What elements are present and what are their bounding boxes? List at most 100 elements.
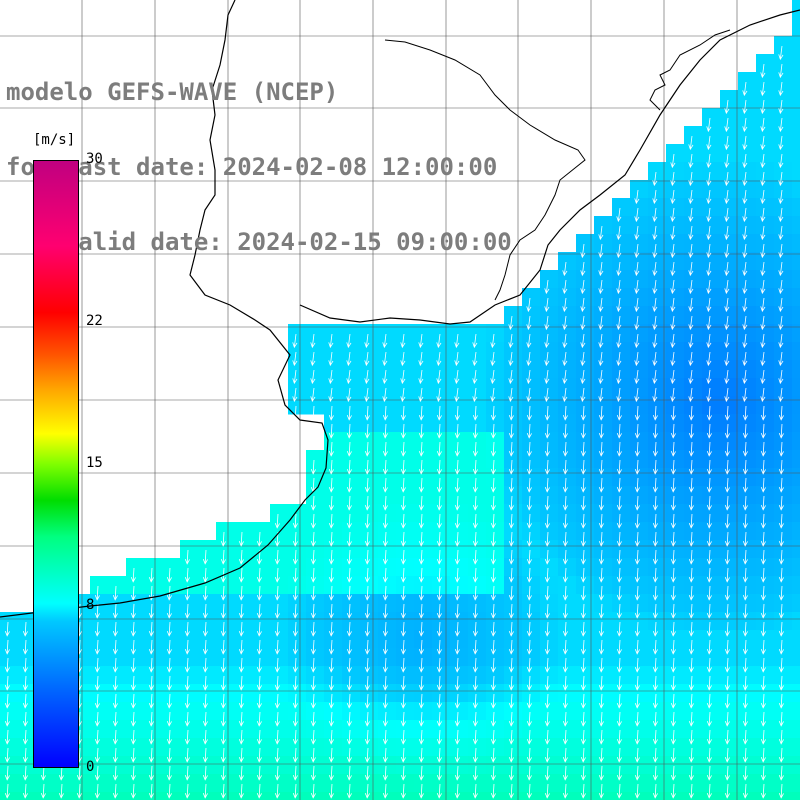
wind-arrow (166, 567, 172, 583)
field-cell (702, 684, 721, 703)
field-cell (504, 792, 523, 800)
field-cell (576, 378, 595, 397)
wind-arrow (778, 585, 784, 601)
wind-arrow (598, 369, 604, 385)
field-cell (414, 738, 433, 757)
wind-arrow (616, 783, 622, 799)
wind-arrow (382, 351, 388, 367)
wind-arrow (94, 603, 100, 619)
wind-arrow (346, 441, 352, 457)
field-cell (612, 198, 631, 217)
field-cell (180, 774, 199, 793)
wind-arrow (472, 441, 478, 457)
field-cell (612, 612, 631, 631)
field-cell (774, 234, 793, 253)
field-cell (684, 270, 703, 289)
wind-arrow (454, 603, 460, 619)
field-cell (792, 666, 800, 685)
wind-arrow (238, 603, 244, 619)
field-cell (540, 468, 559, 487)
field-cell (126, 558, 145, 577)
wind-arrow (508, 459, 514, 475)
wind-arrow (346, 531, 352, 547)
wind-arrow (130, 603, 136, 619)
field-cell (216, 630, 235, 649)
wind-arrow (760, 243, 766, 259)
wind-arrow (454, 477, 460, 493)
wind-arrow (760, 765, 766, 781)
wind-arrow (310, 369, 316, 385)
field-cell (252, 576, 271, 595)
wind-arrow (580, 441, 586, 457)
field-cell (702, 252, 721, 271)
field-cell (684, 180, 703, 199)
field-cell (126, 774, 145, 793)
field-cell (720, 108, 739, 127)
wind-arrow (526, 711, 532, 727)
field-cell (774, 450, 793, 469)
wind-arrow (148, 567, 154, 583)
wind-arrow (310, 639, 316, 655)
wind-arrow (544, 549, 550, 565)
field-cell (234, 774, 253, 793)
field-cell (774, 648, 793, 667)
wind-arrow (778, 45, 784, 61)
wind-arrow (724, 693, 730, 709)
wind-arrow (634, 765, 640, 781)
field-cell (666, 576, 685, 595)
wind-arrow (724, 675, 730, 691)
field-cell (774, 144, 793, 163)
field-cell (18, 612, 37, 631)
wind-arrow (742, 441, 748, 457)
field-cell (522, 648, 541, 667)
wind-arrow (382, 747, 388, 763)
wind-arrow (94, 585, 100, 601)
wind-arrow (490, 711, 496, 727)
wind-arrow (652, 297, 658, 313)
field-cell (756, 702, 775, 721)
field-cell (360, 486, 379, 505)
field-cell (216, 522, 235, 541)
colorbar-label-22: 22 (86, 313, 103, 330)
wind-arrow (652, 477, 658, 493)
field-cell (702, 108, 721, 127)
wind-arrow (652, 639, 658, 655)
wind-arrow (130, 621, 136, 637)
wind-arrow (508, 765, 514, 781)
wind-arrow (724, 405, 730, 421)
wind-arrow (472, 567, 478, 583)
wind-arrow (292, 711, 298, 727)
wind-arrow (760, 513, 766, 529)
field-cell (342, 756, 361, 775)
field-cell (378, 720, 397, 739)
wind-arrow (760, 711, 766, 727)
field-cell (630, 324, 649, 343)
wind-arrow (436, 585, 442, 601)
field-cell (216, 738, 235, 757)
field-cell (702, 234, 721, 253)
field-cell (702, 180, 721, 199)
wind-arrow (706, 477, 712, 493)
field-cell (144, 666, 163, 685)
field-cell (720, 180, 739, 199)
field-cell (396, 486, 415, 505)
field-cell (684, 360, 703, 379)
field-cell (594, 576, 613, 595)
wind-arrow (526, 567, 532, 583)
field-cell (738, 720, 757, 739)
wind-arrow (760, 369, 766, 385)
wind-arrow (760, 639, 766, 655)
wind-arrow (436, 549, 442, 565)
field-cell (522, 576, 541, 595)
field-cell (792, 540, 800, 559)
wind-arrow (454, 369, 460, 385)
field-cell (288, 396, 307, 415)
field-cell (630, 648, 649, 667)
field-cell (738, 558, 757, 577)
wind-arrow (508, 405, 514, 421)
field-cell (684, 486, 703, 505)
wind-arrow (94, 729, 100, 745)
wind-arrow (760, 657, 766, 673)
wind-arrow (634, 243, 640, 259)
field-cell (720, 342, 739, 361)
